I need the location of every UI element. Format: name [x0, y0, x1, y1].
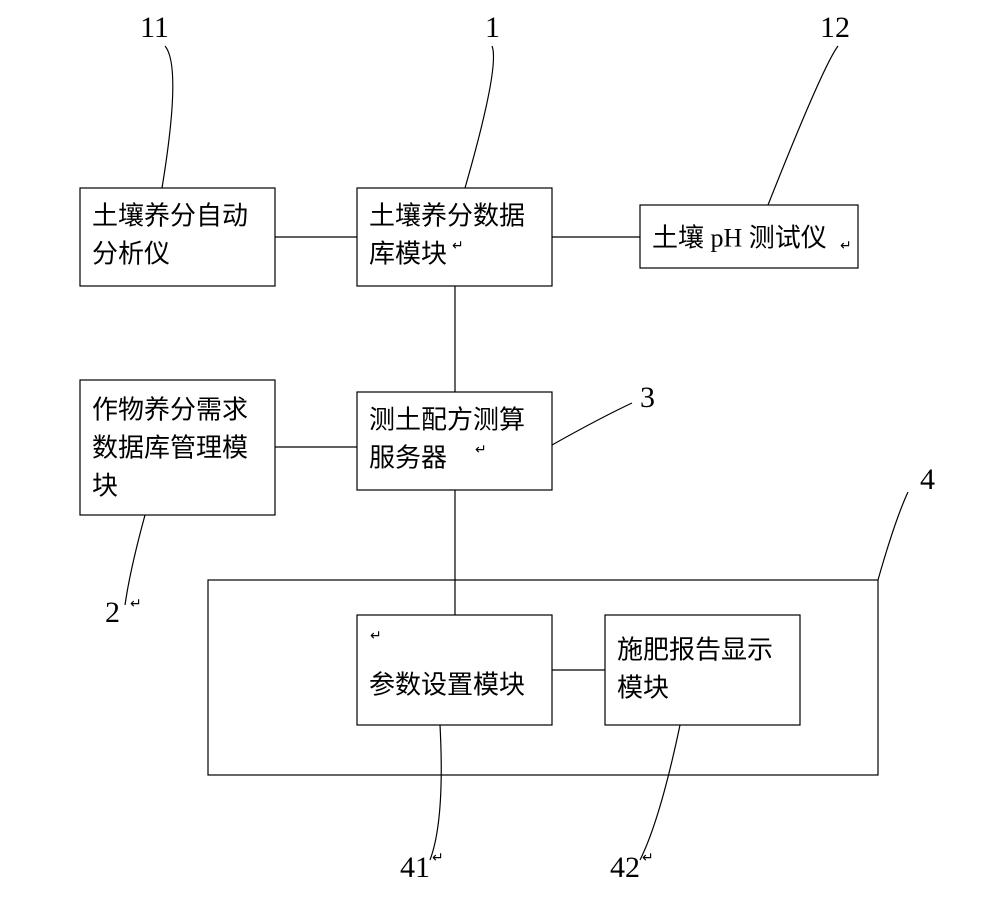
- node-n42-box: [605, 615, 800, 725]
- node-n41-mark: ↵: [432, 851, 444, 866]
- node-n11-leader: [162, 46, 173, 188]
- node-n11-label-line-1: 分析仪: [92, 239, 170, 268]
- node-n12-mark: ↵: [840, 239, 852, 254]
- node-n41: 参数设置模块↵↵41: [357, 615, 552, 884]
- node-n12-callout: 12: [820, 11, 850, 44]
- node-n1-mark: ↵: [452, 239, 464, 254]
- node-n41-label-line-0: 参数设置模块: [369, 670, 525, 699]
- node-n41-mark-top: ↵: [370, 629, 382, 644]
- node-n4: 4: [208, 463, 935, 775]
- node-n1-leader: [465, 46, 493, 188]
- node-n4-leader: [878, 492, 908, 580]
- node-n3-label-line-0: 测土配方测算: [369, 405, 525, 434]
- node-n41-callout: 41: [400, 851, 430, 884]
- node-n41-leader: [430, 725, 441, 860]
- node-n11-callout: 11: [140, 11, 169, 44]
- node-n42-callout: 42: [610, 851, 640, 884]
- node-n11: 土壤养分自动分析仪 11: [80, 11, 275, 286]
- node-n3-leader: [552, 403, 632, 445]
- node-n1: 土壤养分数据库模块 ↵ 1: [357, 11, 552, 286]
- node-n3-mark: ↵: [475, 443, 487, 458]
- node-n2-callout: 2: [105, 596, 120, 629]
- node-n2-leader: [125, 515, 145, 605]
- node-n3-callout: 3: [640, 381, 655, 414]
- node-n3-label-line-1: 服务器: [369, 443, 447, 472]
- node-n2-mark: ↵: [130, 597, 142, 612]
- node-n3: 测土配方测算服务器 ↵ 3: [357, 381, 655, 490]
- node-n42: 施肥报告显示模块↵42: [605, 615, 800, 884]
- node-n1-label-line-1: 库模块: [369, 239, 447, 268]
- node-n1-callout: 1: [485, 11, 500, 44]
- node-n2-label-line-1: 数据库管理模: [92, 433, 248, 462]
- node-n1-label-line-0: 土壤养分数据: [369, 201, 525, 230]
- node-n4-box: [208, 580, 878, 775]
- node-n2-label-line-2: 块: [92, 471, 118, 500]
- node-n12: 土壤 pH 测试仪 ↵ 12: [640, 11, 858, 268]
- node-n2: 作物养分需求数据库管理模块 ↵ 2: [80, 380, 275, 629]
- node-n12-leader: [768, 46, 838, 205]
- node-n42-label-line-0: 施肥报告显示: [617, 635, 773, 664]
- node-n2-label-line-0: 作物养分需求: [92, 395, 248, 424]
- node-n11-label-line-0: 土壤养分自动: [92, 201, 248, 230]
- node-n42-label-line-1: 模块: [617, 673, 669, 702]
- node-n4-callout: 4: [920, 463, 935, 496]
- node-n12-label-line-0: 土壤 pH 测试仪: [652, 223, 827, 252]
- node-n42-leader: [640, 725, 680, 860]
